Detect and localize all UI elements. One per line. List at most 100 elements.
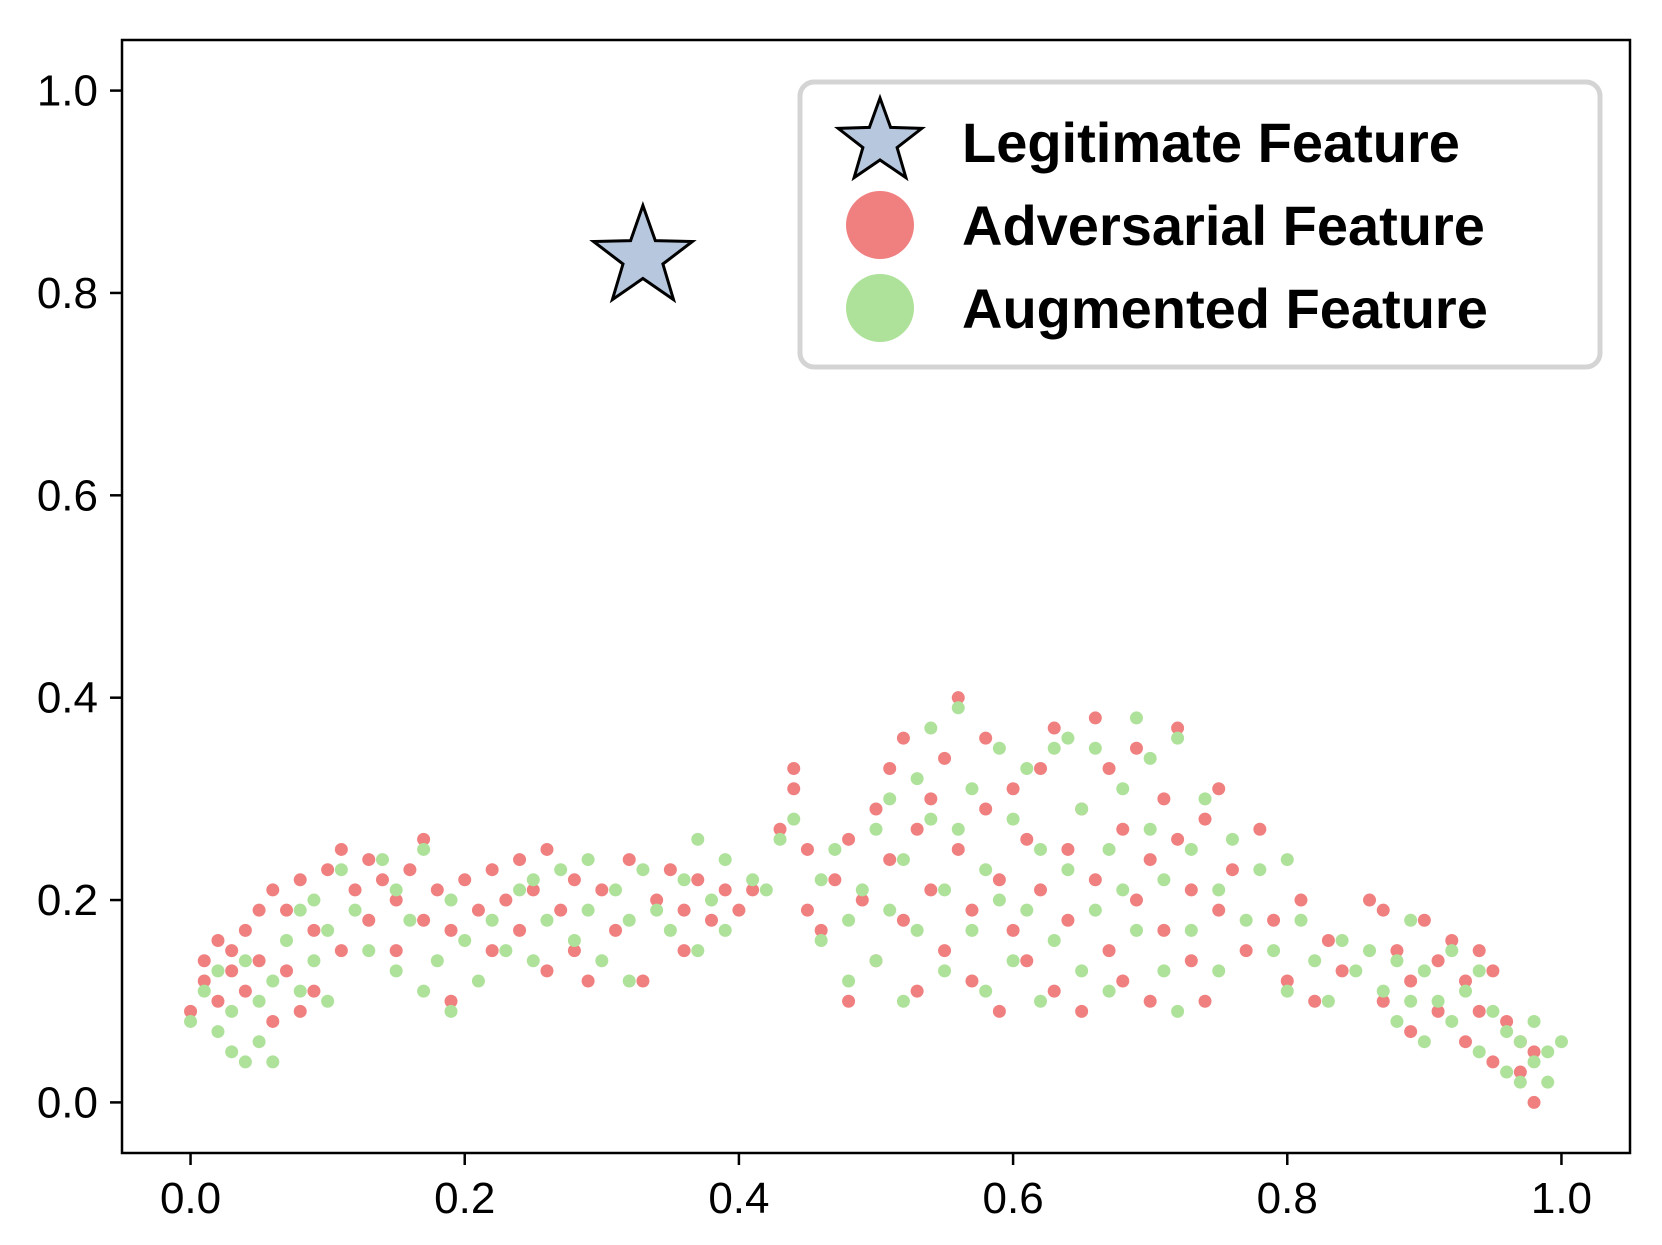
adversarial-feature-point xyxy=(979,802,993,816)
adversarial-feature-point xyxy=(965,974,979,988)
augmented-feature-point xyxy=(951,701,965,715)
adversarial-feature-point xyxy=(1047,721,1061,735)
augmented-feature-point xyxy=(1061,731,1075,745)
adversarial-feature-point xyxy=(1280,974,1294,988)
adversarial-feature-point xyxy=(1061,842,1075,856)
augmented-feature-point xyxy=(1225,832,1239,846)
adversarial-feature-point xyxy=(417,832,431,846)
augmented-feature-point xyxy=(375,853,389,867)
augmented-feature-point xyxy=(225,1004,239,1018)
augmented-feature-point xyxy=(526,873,540,887)
adversarial-feature-point xyxy=(732,903,746,917)
augmented-feature-point xyxy=(883,792,897,806)
adversarial-feature-point xyxy=(1006,923,1020,937)
augmented-feature-point xyxy=(910,923,924,937)
adversarial-feature-point xyxy=(348,883,362,897)
adversarial-feature-point xyxy=(225,944,239,958)
augmented-feature-point xyxy=(1102,842,1116,856)
x-tick-label: 0.2 xyxy=(434,1174,495,1223)
augmented-feature-point xyxy=(1308,954,1322,968)
adversarial-feature-point xyxy=(883,762,897,776)
adversarial-feature-point xyxy=(1239,944,1253,958)
augmented-feature-point xyxy=(211,964,225,978)
axis-ticks: 0.0 0.2 0.4 0.6 0.8 1.0 0.0 0.2 0.4 0.6 0.8 1.0 xyxy=(37,67,1592,1223)
augmented-feature-point xyxy=(951,822,965,836)
augmented-feature-point xyxy=(293,984,307,998)
adversarial-feature-point xyxy=(1404,1025,1418,1039)
adversarial-feature-point xyxy=(677,903,691,917)
adversarial-feature-point xyxy=(444,994,458,1008)
adversarial-feature-point xyxy=(266,883,280,897)
adversarial-feature-point xyxy=(581,974,595,988)
adversarial-feature-point xyxy=(430,883,444,897)
augmented-feature-point xyxy=(458,934,472,948)
augmented-feature-point xyxy=(1500,1065,1514,1079)
adversarial-feature-point xyxy=(554,903,568,917)
adversarial-feature-point xyxy=(334,944,348,958)
adversarial-feature-point xyxy=(869,802,883,816)
adversarial-feature-point xyxy=(1500,1014,1514,1028)
augmented-feature-point xyxy=(842,913,856,927)
augmented-feature-point xyxy=(1541,1075,1555,1089)
augmented-feature-point xyxy=(1390,1014,1404,1028)
augmented-feature-point xyxy=(1212,964,1226,978)
augmented-feature-point xyxy=(1171,731,1185,745)
y-tick-label: 0.8 xyxy=(37,269,98,318)
augmented-feature-point xyxy=(896,994,910,1008)
adversarial-feature-point xyxy=(1020,832,1034,846)
augmented-feature-point xyxy=(842,974,856,988)
augmented-feature-point xyxy=(1445,1014,1459,1028)
augmented-feature-point xyxy=(417,842,431,856)
augmented-feature-point xyxy=(855,883,869,897)
adversarial-feature-point xyxy=(540,964,554,978)
augmented-feature-point xyxy=(321,923,335,937)
augmented-feature-point xyxy=(1129,923,1143,937)
augmented-feature-point xyxy=(1020,903,1034,917)
augmented-feature-point xyxy=(1129,711,1143,725)
adversarial-feature-point xyxy=(266,1014,280,1028)
augmented-feature-point xyxy=(650,903,664,917)
augmented-feature-point xyxy=(581,903,595,917)
augmented-feature-point xyxy=(1157,873,1171,887)
adversarial-feature-point xyxy=(458,873,472,887)
adversarial-feature-point xyxy=(1513,1065,1527,1079)
adversarial-feature-point xyxy=(855,893,869,907)
adversarial-feature-point xyxy=(1458,1035,1472,1049)
adversarial-feature-point xyxy=(965,903,979,917)
adversarial-feature-point xyxy=(718,883,732,897)
augmented-feature-legend-icon xyxy=(846,274,914,342)
adversarial-feature-point xyxy=(362,853,376,867)
adversarial-feature-point xyxy=(979,731,993,745)
axes-frame xyxy=(120,38,1632,1155)
adversarial-feature-point xyxy=(1321,934,1335,948)
adversarial-feature-point xyxy=(1157,923,1171,937)
adversarial-feature-point xyxy=(1527,1045,1541,1059)
adversarial-feature-point xyxy=(1486,964,1500,978)
legitimate-feature-star xyxy=(589,200,697,304)
augmented-feature-point xyxy=(1088,741,1102,755)
augmented-feature-point xyxy=(334,863,348,877)
adversarial-feature-point xyxy=(746,883,760,897)
adversarial-feature-point xyxy=(938,944,952,958)
augmented-feature-point xyxy=(1047,741,1061,755)
adversarial-feature-point xyxy=(1527,1095,1541,1109)
augmented-feature-point xyxy=(1184,842,1198,856)
augmented-feature-point xyxy=(787,812,801,826)
augmented-feature-point xyxy=(1404,913,1418,927)
adversarial-feature-point xyxy=(842,994,856,1008)
augmented-feature-point xyxy=(1472,1045,1486,1059)
adversarial-feature-point xyxy=(1171,721,1185,735)
adversarial-feature-point xyxy=(1171,832,1185,846)
augmented-feature-point xyxy=(1513,1035,1527,1049)
augmented-feature-point xyxy=(238,954,252,968)
adversarial-feature-point xyxy=(992,873,1006,887)
augmented-feature-point xyxy=(1363,944,1377,958)
x-tick-label: 0.4 xyxy=(708,1174,769,1223)
adversarial-feature-point xyxy=(1376,994,1390,1008)
augmented-feature-point xyxy=(1088,903,1102,917)
augmented-feature-point xyxy=(663,923,677,937)
augmented-feature-point xyxy=(883,903,897,917)
augmented-feature-point xyxy=(321,994,335,1008)
adversarial-feature-point xyxy=(417,913,431,927)
